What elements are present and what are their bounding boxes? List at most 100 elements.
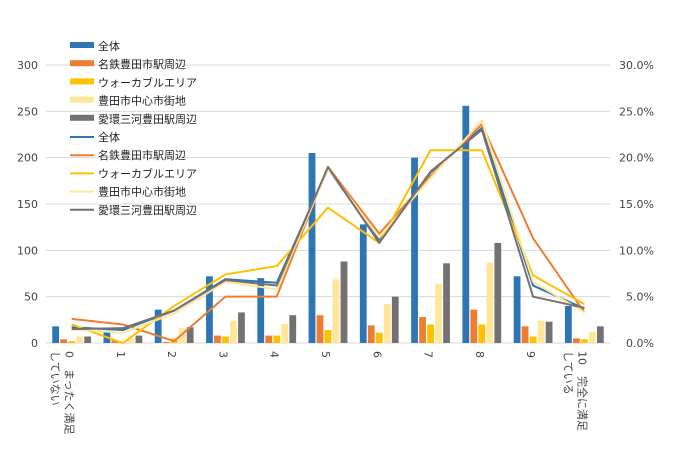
x-tick-label: 1 — [114, 351, 127, 358]
x-tick-label: 0 まったく満足 — [63, 351, 76, 435]
right-tick-label: 0.0% — [626, 337, 654, 350]
bar — [111, 340, 119, 343]
bar — [214, 335, 221, 343]
bar — [391, 296, 399, 343]
bar — [359, 224, 367, 343]
series-line — [71, 128, 585, 331]
gridlines — [46, 64, 610, 344]
bar — [435, 283, 442, 343]
legend-label: 名鉄豊田市駅周辺 — [98, 57, 186, 71]
bar — [186, 327, 194, 343]
left-tick-label: 250 — [17, 105, 38, 118]
bar — [127, 338, 135, 343]
line-series-group — [71, 119, 586, 344]
right-tick-label: 20.0% — [619, 152, 654, 165]
legend: 全体名鉄豊田市駅周辺ウォーカブルエリア豊田市中心市街地愛環三河豊田駅周辺全体名鉄… — [70, 39, 197, 217]
left-tick-label: 150 — [17, 198, 38, 211]
x-tick-label: 2 — [165, 351, 178, 358]
bar — [60, 339, 68, 343]
bar — [230, 320, 237, 343]
bar — [324, 330, 332, 343]
bar — [572, 338, 580, 343]
bar — [289, 315, 297, 343]
right-tick-label: 15.0% — [619, 198, 654, 211]
x-tick-label: 8 — [473, 351, 486, 358]
axes: 0 50 100 150 200 250 300 0.0% 5.0% 10.0% 15.0% 20.0… — [17, 59, 654, 435]
bar — [486, 262, 494, 343]
x-tick-label: 7 — [422, 351, 435, 358]
legend-label: 愛環三河豊田駅周辺 — [98, 204, 197, 217]
bar — [513, 276, 521, 343]
bar — [494, 242, 502, 343]
x-tick-label: していない — [49, 351, 62, 406]
bar — [308, 153, 316, 343]
bar — [367, 325, 375, 343]
left-tick-label: 200 — [17, 152, 38, 165]
bar — [238, 312, 245, 343]
x-tick-label: 4 — [268, 351, 281, 358]
legend-label: 愛環三河豊田駅周辺 — [98, 113, 197, 126]
legend-label: 豊田市中心市街地 — [98, 185, 186, 199]
x-tick-label: 3 — [216, 351, 229, 358]
bar — [68, 341, 76, 343]
bar — [462, 105, 470, 344]
bar — [580, 339, 588, 343]
bar — [332, 279, 340, 343]
x-tick-label: している — [561, 351, 574, 395]
legend-swatch — [70, 78, 94, 85]
bar — [375, 332, 383, 343]
bar — [419, 317, 426, 343]
x-tick-label: 10 完全に満足 — [575, 351, 589, 431]
bar — [588, 331, 596, 343]
left-tick-label: 0 — [31, 337, 38, 350]
legend-label: 豊田市中心市街地 — [98, 94, 186, 108]
bar — [265, 335, 273, 343]
legend-swatch — [70, 42, 94, 48]
bar — [222, 336, 229, 343]
bar — [316, 315, 324, 343]
right-tick-label: 5.0% — [626, 291, 654, 304]
bar — [596, 326, 604, 343]
bar — [427, 324, 434, 343]
bar — [162, 342, 170, 343]
x-tick-label: 9 — [524, 351, 537, 358]
right-tick-label: 30.0% — [619, 59, 654, 72]
bar — [545, 321, 553, 343]
right-tick-label: 25.0% — [619, 105, 654, 118]
bar — [478, 324, 486, 343]
bar — [521, 326, 529, 343]
legend-swatch — [70, 96, 94, 103]
legend-label: ウォーカブルエリア — [98, 166, 197, 180]
bar — [273, 335, 281, 343]
bar — [383, 304, 391, 343]
right-tick-label: 10.0% — [619, 244, 654, 257]
legend-swatch — [70, 60, 94, 67]
legend-label: 名鉄豊田市駅周辺 — [98, 148, 186, 162]
bar — [76, 336, 84, 343]
left-tick-label: 100 — [17, 244, 38, 257]
left-tick-label: 50 — [24, 291, 38, 304]
bar — [135, 335, 143, 343]
bar — [537, 320, 545, 343]
x-tick-label: 5 — [319, 351, 332, 358]
bar-series-group — [52, 105, 604, 344]
bar — [340, 261, 348, 343]
legend-label: 全体 — [98, 130, 120, 144]
bar — [564, 305, 572, 343]
bar — [257, 278, 265, 343]
legend-label: 全体 — [98, 39, 120, 53]
bar — [154, 309, 162, 343]
legend-swatch — [70, 114, 94, 121]
bar — [178, 328, 186, 343]
legend-label: ウォーカブルエリア — [98, 75, 197, 89]
bar — [281, 323, 289, 343]
bar — [52, 326, 60, 343]
bar — [529, 336, 537, 343]
left-tick-label: 300 — [17, 59, 38, 72]
bar — [470, 309, 478, 343]
series-line — [71, 149, 585, 344]
bar — [84, 336, 92, 343]
bar — [411, 157, 418, 343]
x-tick-label: 6 — [370, 351, 383, 358]
